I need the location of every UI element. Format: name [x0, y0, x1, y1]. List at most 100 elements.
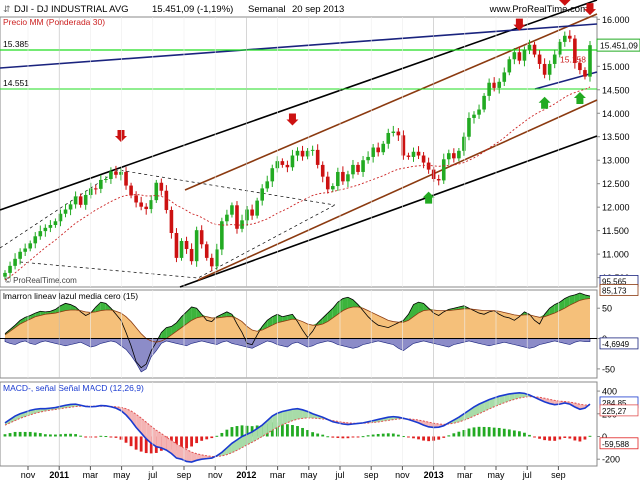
oscillator-average-line — [4, 298, 591, 343]
black-channel-upper — [0, 0, 598, 211]
candle-body — [83, 194, 88, 205]
candle-body — [462, 136, 466, 151]
time-tick-label: mar — [83, 470, 99, 480]
candle-body — [43, 227, 48, 232]
instrument-name: DJI - DJ INDUSTRIAL AVG — [14, 4, 129, 15]
macd-tick-label: 400 — [602, 387, 617, 397]
macd-histogram-bar — [64, 433, 67, 437]
time-tick-label: 2011 — [49, 470, 69, 480]
macd-fill — [40, 408, 46, 413]
momentum-area — [30, 313, 36, 320]
candle-body — [356, 164, 360, 172]
brown-channel-lower — [197, 99, 598, 281]
time-axis: nov 2011 mar may jul sep nov 2012 mar may jul sep no… — [21, 17, 566, 480]
candle-body — [557, 41, 562, 55]
arrow-icon: ⇵ — [3, 4, 11, 14]
macd-histogram-bar — [381, 433, 385, 437]
hline-label-upper: 15.385 — [3, 39, 29, 49]
candle-body — [472, 114, 476, 118]
macd-histogram-bar — [376, 433, 380, 437]
time-tick-label: may — [113, 470, 131, 480]
macd-fill — [292, 408, 298, 421]
macd-histogram-bar — [447, 435, 451, 437]
macd-histogram-bar — [452, 433, 456, 437]
candle-body — [446, 153, 451, 160]
momentum-area — [20, 317, 26, 324]
macd-histogram-bar — [220, 432, 224, 437]
macd-histogram-bar — [583, 436, 587, 440]
macd-histogram-bar — [336, 436, 340, 438]
macd-histogram-bar — [548, 436, 552, 441]
candle-body — [255, 200, 259, 216]
sell-arrow-icon — [584, 3, 596, 16]
osc-last-box — [599, 284, 639, 296]
momentum-area — [342, 297, 348, 311]
candle-body — [532, 44, 537, 55]
macd-fill — [458, 413, 464, 422]
macd-histogram-bar — [23, 431, 27, 437]
macd-histogram-bar — [528, 434, 531, 437]
momentum-area — [322, 313, 328, 324]
macd-histogram-bar — [402, 436, 405, 438]
candle-body — [346, 174, 350, 182]
macd-histogram-bar — [386, 433, 390, 437]
macd-histogram-bar — [200, 436, 204, 441]
macd-fill — [509, 393, 515, 401]
macd-histogram-bar — [487, 427, 491, 437]
momentum-area — [408, 304, 414, 321]
macd-histogram-bar — [417, 436, 420, 440]
candle-body — [507, 59, 512, 73]
macd-histogram-bar — [296, 426, 299, 437]
momentum-area — [196, 308, 202, 318]
macd-histogram-bar — [477, 426, 481, 437]
time-tick-label: nov — [21, 470, 36, 480]
macd-histogram-bar — [371, 434, 375, 437]
sell-arrow-icon — [114, 129, 127, 142]
candle-body — [204, 244, 209, 258]
macd-histogram-bar — [568, 436, 572, 439]
candle-body — [73, 196, 78, 205]
macd-histogram-bar — [558, 436, 562, 440]
time-tick-label: mar — [270, 470, 286, 480]
macd-histogram-bar — [538, 436, 541, 439]
site-link[interactable]: www.ProRealTime.com — [489, 4, 588, 15]
candle-body — [159, 182, 164, 191]
macd-fill — [297, 408, 303, 420]
macd-histogram-bar — [74, 434, 78, 437]
macd-histogram-bar — [472, 427, 476, 437]
macd-histogram-bar — [427, 436, 431, 442]
macd-marks — [3, 391, 592, 463]
macd-histogram-bar — [573, 436, 577, 441]
macd-histogram-bar — [89, 436, 93, 438]
macd-fill — [166, 437, 172, 454]
candle-body — [13, 258, 17, 266]
macd-fill — [126, 408, 132, 421]
macd-histogram-bar — [84, 436, 88, 438]
candle-body — [482, 95, 486, 110]
macd-fill — [257, 425, 263, 440]
momentum-area — [272, 314, 278, 326]
time-tick-label: 2012 — [236, 470, 256, 480]
macd-tick-label: -200 — [602, 455, 620, 465]
momentum-area — [579, 293, 585, 301]
momentum-area — [70, 304, 76, 311]
candle-body — [114, 171, 118, 175]
macd-histogram-bar — [3, 434, 7, 437]
price-tick-label: 14.500 — [602, 85, 630, 95]
macd-fill — [146, 422, 152, 444]
momentum-area — [358, 304, 364, 309]
time-tick-label: jul — [522, 470, 532, 480]
candle-body — [260, 188, 264, 201]
macd-last-value: 225,27 — [602, 407, 627, 416]
macd-histogram-bar — [190, 436, 193, 447]
candle-body — [517, 52, 522, 61]
momentum-area — [423, 303, 429, 311]
time-tick-label: may — [300, 470, 318, 480]
momentum-area — [282, 315, 288, 322]
macd-histogram-bar — [99, 435, 103, 437]
time-tick-label: nov — [208, 470, 223, 480]
candle-body — [310, 149, 315, 151]
macd-histogram-bar — [28, 431, 32, 437]
candle-body — [93, 188, 98, 190]
